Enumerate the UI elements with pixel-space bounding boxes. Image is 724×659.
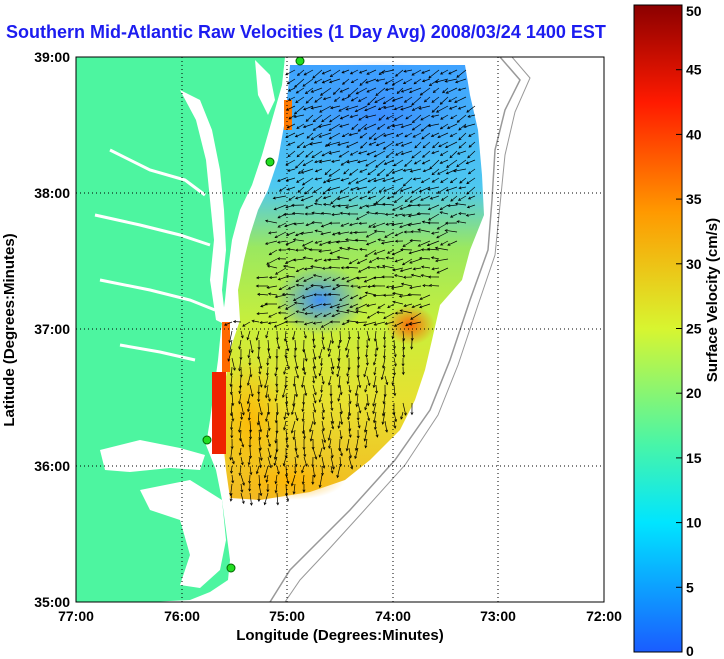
colorbar-scale (633, 4, 683, 653)
river-2 (94, 213, 211, 247)
grid-lines (76, 57, 604, 602)
colorbar-ticks: 0 5 10 15 20 25 30 35 40 45 50 (676, 3, 702, 659)
y-axis-label: Latitude (Degrees:Minutes) (1, 233, 18, 426)
colorbar: 0 5 10 15 20 25 30 35 40 45 50 Surface Velocity (c… (633, 3, 721, 659)
colorbar-tick-label: 20 (686, 385, 702, 401)
x-tick: 72:00 (586, 608, 622, 624)
colorbar-tick-label: 0 (686, 643, 694, 659)
colorbar-tick-label: 40 (686, 126, 702, 142)
delaware-bay (255, 60, 275, 115)
x-tick: 77:00 (58, 608, 94, 624)
albemarle-sound (100, 440, 205, 472)
x-tick: 74:00 (375, 608, 411, 624)
colorbar-tick-label: 15 (686, 450, 702, 466)
velocity-arrows (223, 69, 476, 506)
y-tick: 39:00 (34, 49, 70, 65)
x-axis-label: Longitude (Degrees:Minutes) (236, 627, 444, 644)
station-marker (265, 157, 275, 167)
colorbar-tick-label: 30 (686, 256, 702, 272)
pamlico-sound (140, 480, 226, 588)
station-marker (202, 435, 212, 445)
y-tick: 38:00 (34, 185, 70, 201)
colorbar-tick-label: 45 (686, 62, 702, 78)
chesapeake-bay (180, 90, 226, 325)
y-tick: 37:00 (34, 321, 70, 337)
map-title: Southern Mid-Atlantic Raw Velocities (1 … (6, 22, 606, 42)
station-marker (295, 57, 305, 66)
y-tick: 36:00 (34, 458, 70, 474)
colorbar-tick-label: 50 (686, 3, 702, 19)
river-3 (99, 278, 216, 312)
colorbar-tick-label: 10 (686, 515, 702, 531)
colorbar-label: Surface Velocity (cm/s) (704, 218, 721, 382)
river-4 (119, 343, 196, 362)
x-tick: 76:00 (164, 608, 200, 624)
colorbar-tick-label: 35 (686, 191, 702, 207)
x-tick: 73:00 (480, 608, 516, 624)
bathymetry-contour (269, 57, 521, 602)
colorbar-tick-label: 5 (686, 579, 694, 595)
x-axis: 77:00 76:00 75:00 74:00 73:00 72:00 Long… (58, 608, 622, 644)
x-tick: 75:00 (269, 608, 305, 624)
river-1 (109, 148, 206, 197)
colorbar-tick-label: 25 (686, 321, 702, 337)
y-tick: 35:00 (34, 594, 70, 610)
bathymetry-contour-2 (284, 57, 531, 602)
station-marker (226, 563, 236, 573)
y-axis: 39:00 38:00 37:00 36:00 35:00 Latitude (… (1, 49, 70, 610)
